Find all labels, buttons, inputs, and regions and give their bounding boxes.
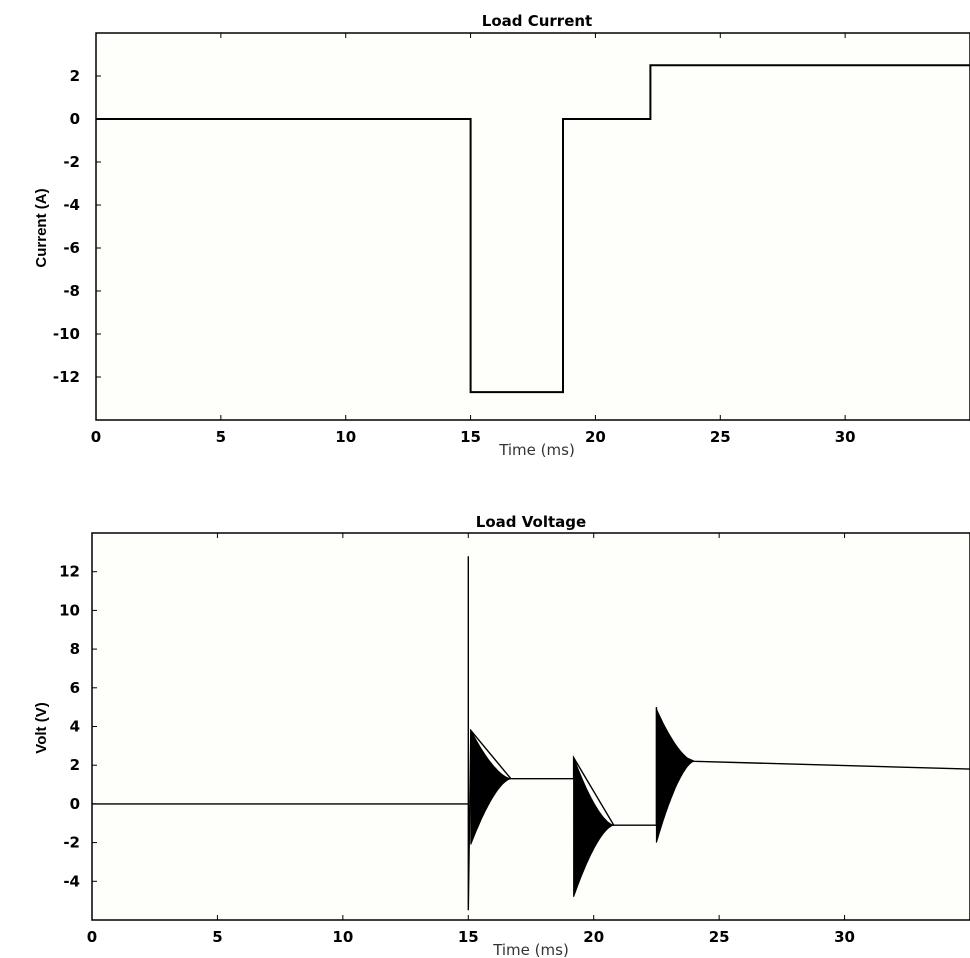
load-current-y-tick-label: -4 — [63, 196, 80, 214]
load-voltage-x-tick-label: 15 — [458, 928, 479, 946]
load-current-plot-area — [95, 32, 970, 421]
load-current-y-tick-label: 2 — [70, 67, 80, 85]
load-current-x-tick-label: 30 — [835, 428, 856, 446]
load-voltage-y-tick-label: 0 — [70, 795, 80, 813]
load-voltage-y-tick-label: -4 — [63, 872, 80, 890]
load-current-x-tick-label: 10 — [335, 428, 356, 446]
load-voltage-y-tick-label: 8 — [70, 640, 80, 658]
load-voltage-oscillation-envelope — [655, 708, 695, 843]
load-current-title: Load Current — [482, 12, 592, 30]
load-voltage-x-tick-label: 5 — [212, 928, 222, 946]
load-voltage-x-tick-label: 20 — [583, 928, 604, 946]
load-voltage-x-axis-label: Time (ms) — [492, 941, 569, 958]
load-current-x-axis-label: Time (ms) — [498, 441, 575, 459]
load-current-y-tick-label: -12 — [53, 368, 80, 386]
load-voltage-title: Load Voltage — [476, 513, 586, 531]
load-voltage-y-tick-label: 12 — [59, 563, 80, 581]
load-voltage-x-tick-label: 25 — [709, 928, 730, 946]
load-voltage-marks — [92, 556, 970, 911]
load-current-x-tick-label: 20 — [585, 428, 606, 446]
load-voltage-y-axis-label: Volt (V) — [33, 702, 50, 753]
load-voltage-y-tick-label: 10 — [59, 601, 80, 619]
load-voltage-oscillation-envelope — [573, 757, 614, 897]
load-current-y-tick-label: -10 — [53, 325, 80, 343]
load-current-x-tick-label: 0 — [91, 428, 101, 446]
load-current-y-tick-label: 0 — [70, 110, 80, 128]
load-current-y-tick-label: -6 — [63, 239, 80, 257]
load-current-chart: Load Current Time (ms) Current (A) 0 5 10 1… — [33, 12, 970, 459]
load-voltage-oscillation-envelope — [470, 730, 512, 845]
load-voltage-y-tick-label: 6 — [70, 679, 80, 697]
load-voltage-chart: Load Voltage Time (ms) Volt (V) 0 5 10 15 20… — [33, 513, 970, 958]
load-current-marks — [96, 64, 970, 394]
load-current-x-tick-label: 5 — [216, 428, 226, 446]
load-voltage-y-tick-label: 4 — [70, 718, 80, 736]
load-voltage-y-tick-label: 2 — [70, 756, 80, 774]
load-current-x-tick-label: 15 — [460, 428, 481, 446]
load-voltage-x-tick-label: 0 — [87, 928, 97, 946]
load-current-y-tick-label: -2 — [63, 153, 80, 171]
load-current-y-axis-label: Current (A) — [33, 188, 50, 267]
load-voltage-x-tick-label: 10 — [332, 928, 353, 946]
load-current-series-line — [96, 64, 970, 394]
load-current-x-tick-label: 25 — [710, 428, 731, 446]
load-voltage-y-tick-label: -2 — [63, 834, 80, 852]
load-voltage-plot-area — [91, 532, 970, 921]
load-current-y-tick-label: -8 — [63, 282, 80, 300]
load-voltage-x-tick-label: 30 — [834, 928, 855, 946]
